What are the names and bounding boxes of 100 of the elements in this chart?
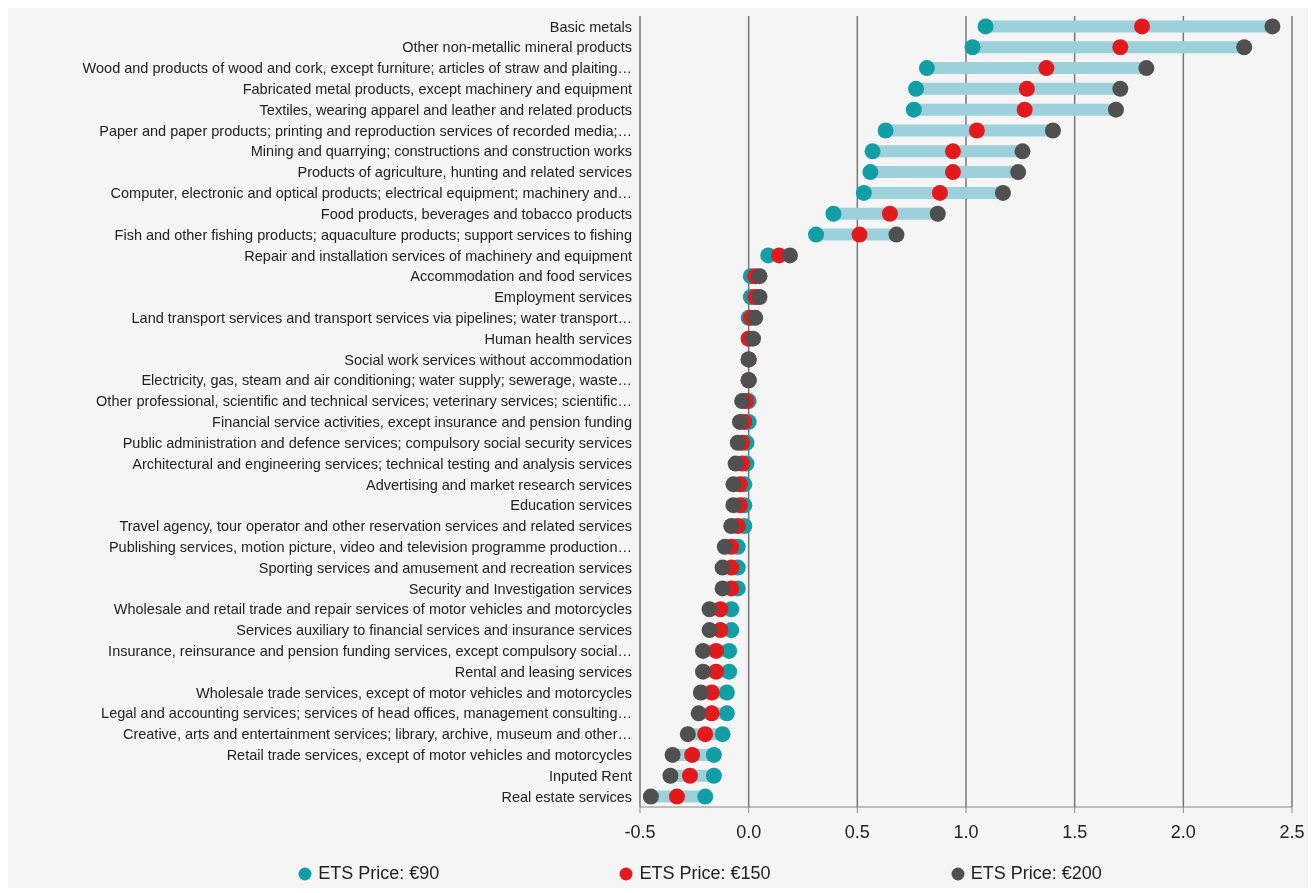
point [888, 226, 905, 243]
y-tick-label: Sporting services and amusement and recreation services [258, 559, 632, 576]
point [718, 705, 735, 722]
legend-label: ETS Price: €200 [970, 863, 1102, 884]
point [695, 663, 712, 680]
point [968, 122, 985, 139]
point [690, 705, 707, 722]
point [881, 205, 898, 222]
point [1264, 18, 1281, 35]
y-tick-label: Legal and accounting services; services of head offices, management consulting… [101, 705, 632, 722]
y-tick-label: Fabricated metal products, except machinery and equipment [242, 81, 632, 97]
point [944, 164, 961, 181]
y-tick-label: Financial service activities, except insurance and pension funding [212, 414, 632, 431]
y-tick-label: Food products, beverages and tobacco products [320, 205, 632, 222]
point [745, 330, 762, 347]
point [1236, 39, 1253, 56]
y-tick-label: Textiles, wearing apparel and leather and related products [259, 101, 632, 118]
point [734, 393, 751, 410]
point [705, 767, 722, 784]
y-tick-label: Advertising and market research services [366, 476, 632, 493]
point [908, 80, 925, 97]
point [701, 601, 718, 618]
point [701, 622, 718, 639]
y-tick-label: Wholesale and retail trade and repair services of motor vehicles and motorcycles [113, 601, 632, 618]
y-tick-label: Land transport services and transport services via pipelines; water transport… [131, 309, 632, 326]
y-tick-label: Computer, electronic and optical products; electrical equipment; machinery and… [110, 185, 632, 202]
point [905, 101, 922, 118]
y-tick-label: Repair and installation services of machinery and equipment [244, 247, 632, 264]
point [851, 226, 868, 243]
legend-label: ETS Price: €90 [318, 863, 440, 884]
point [692, 684, 709, 701]
point [714, 580, 731, 597]
y-tick-label: Other professional, scientific and technical services; veterinary services; scientific… [96, 393, 632, 410]
point [697, 726, 714, 743]
point [918, 60, 935, 77]
point [725, 497, 742, 514]
y-tick-label: Products of agriculture, hunting and related services [297, 164, 632, 181]
point [1014, 143, 1031, 160]
y-tick-label: Basic metals [549, 18, 632, 35]
point [1010, 164, 1027, 181]
y-tick-label: Accommodation and food services [410, 268, 632, 285]
point [825, 205, 842, 222]
y-tick-label: Rental and leasing services [454, 663, 632, 680]
y-tick-label: Services auxiliary to financial services and insurance services [236, 622, 632, 639]
point [727, 455, 744, 472]
x-tick-label: -0.5 [624, 821, 656, 842]
point [725, 476, 742, 493]
point [864, 143, 881, 160]
point [681, 767, 698, 784]
point [664, 746, 681, 763]
point [703, 705, 720, 722]
y-tick-label: Education services [510, 497, 632, 514]
point [1107, 101, 1124, 118]
point [1016, 101, 1033, 118]
point [1112, 80, 1129, 97]
x-tick-label: 1.0 [953, 821, 979, 842]
point [1112, 39, 1129, 56]
y-tick-label: Mining and quarrying; constructions and construction works [250, 143, 632, 160]
y-tick-label: Travel agency, tour operator and other reservation services and related services [119, 518, 632, 535]
point [662, 767, 679, 784]
y-tick-label: Retail trade services, except of motor vehicles and motorcycles [226, 747, 632, 764]
point [679, 726, 696, 743]
point [747, 309, 764, 326]
point [708, 642, 725, 659]
y-tick-label: Security and Investigation services [408, 580, 632, 597]
y-tick-label: Real estate services [501, 788, 632, 805]
point [931, 184, 948, 201]
point [695, 642, 712, 659]
y-tick-label: Public administration and defence services; compulsory social security services [122, 434, 632, 451]
y-tick-label: Electricity, gas, steam and air conditioning; water supply; sewerage, waste… [141, 372, 632, 389]
x-tick-label: 0.0 [736, 821, 762, 842]
point [729, 434, 746, 451]
point [877, 122, 894, 139]
point [994, 184, 1011, 201]
point [977, 18, 994, 35]
y-tick-label: Creative, arts and entertainment services; library, archive, museum and other… [122, 726, 632, 743]
point [721, 642, 738, 659]
y-tick-label: Fish and other fishing products; aquaculture products; support services to fishing [114, 226, 632, 243]
y-tick-label: Human health services [484, 330, 632, 347]
point [944, 143, 961, 160]
x-tick-label: 1.5 [1062, 821, 1088, 842]
point [716, 538, 733, 555]
point [1044, 122, 1061, 139]
point [714, 726, 731, 743]
point [697, 788, 714, 805]
point [721, 663, 738, 680]
x-tick-label: 0.5 [844, 821, 870, 842]
point [862, 164, 879, 181]
point [1018, 80, 1035, 97]
y-tick-label: Wood and products of wood and cork, except furniture; articles of straw and plaiting… [82, 60, 632, 77]
point [751, 268, 768, 285]
y-tick-label: Employment services [494, 289, 632, 306]
point [684, 746, 701, 763]
y-tick-label: Paper and paper products; printing and reproduction services of recorded media;… [99, 122, 632, 139]
point [1038, 60, 1055, 77]
point [723, 517, 740, 534]
point [642, 788, 659, 805]
point [718, 684, 735, 701]
y-tick-label: Other non-metallic mineral products [402, 39, 632, 56]
point [731, 413, 748, 430]
